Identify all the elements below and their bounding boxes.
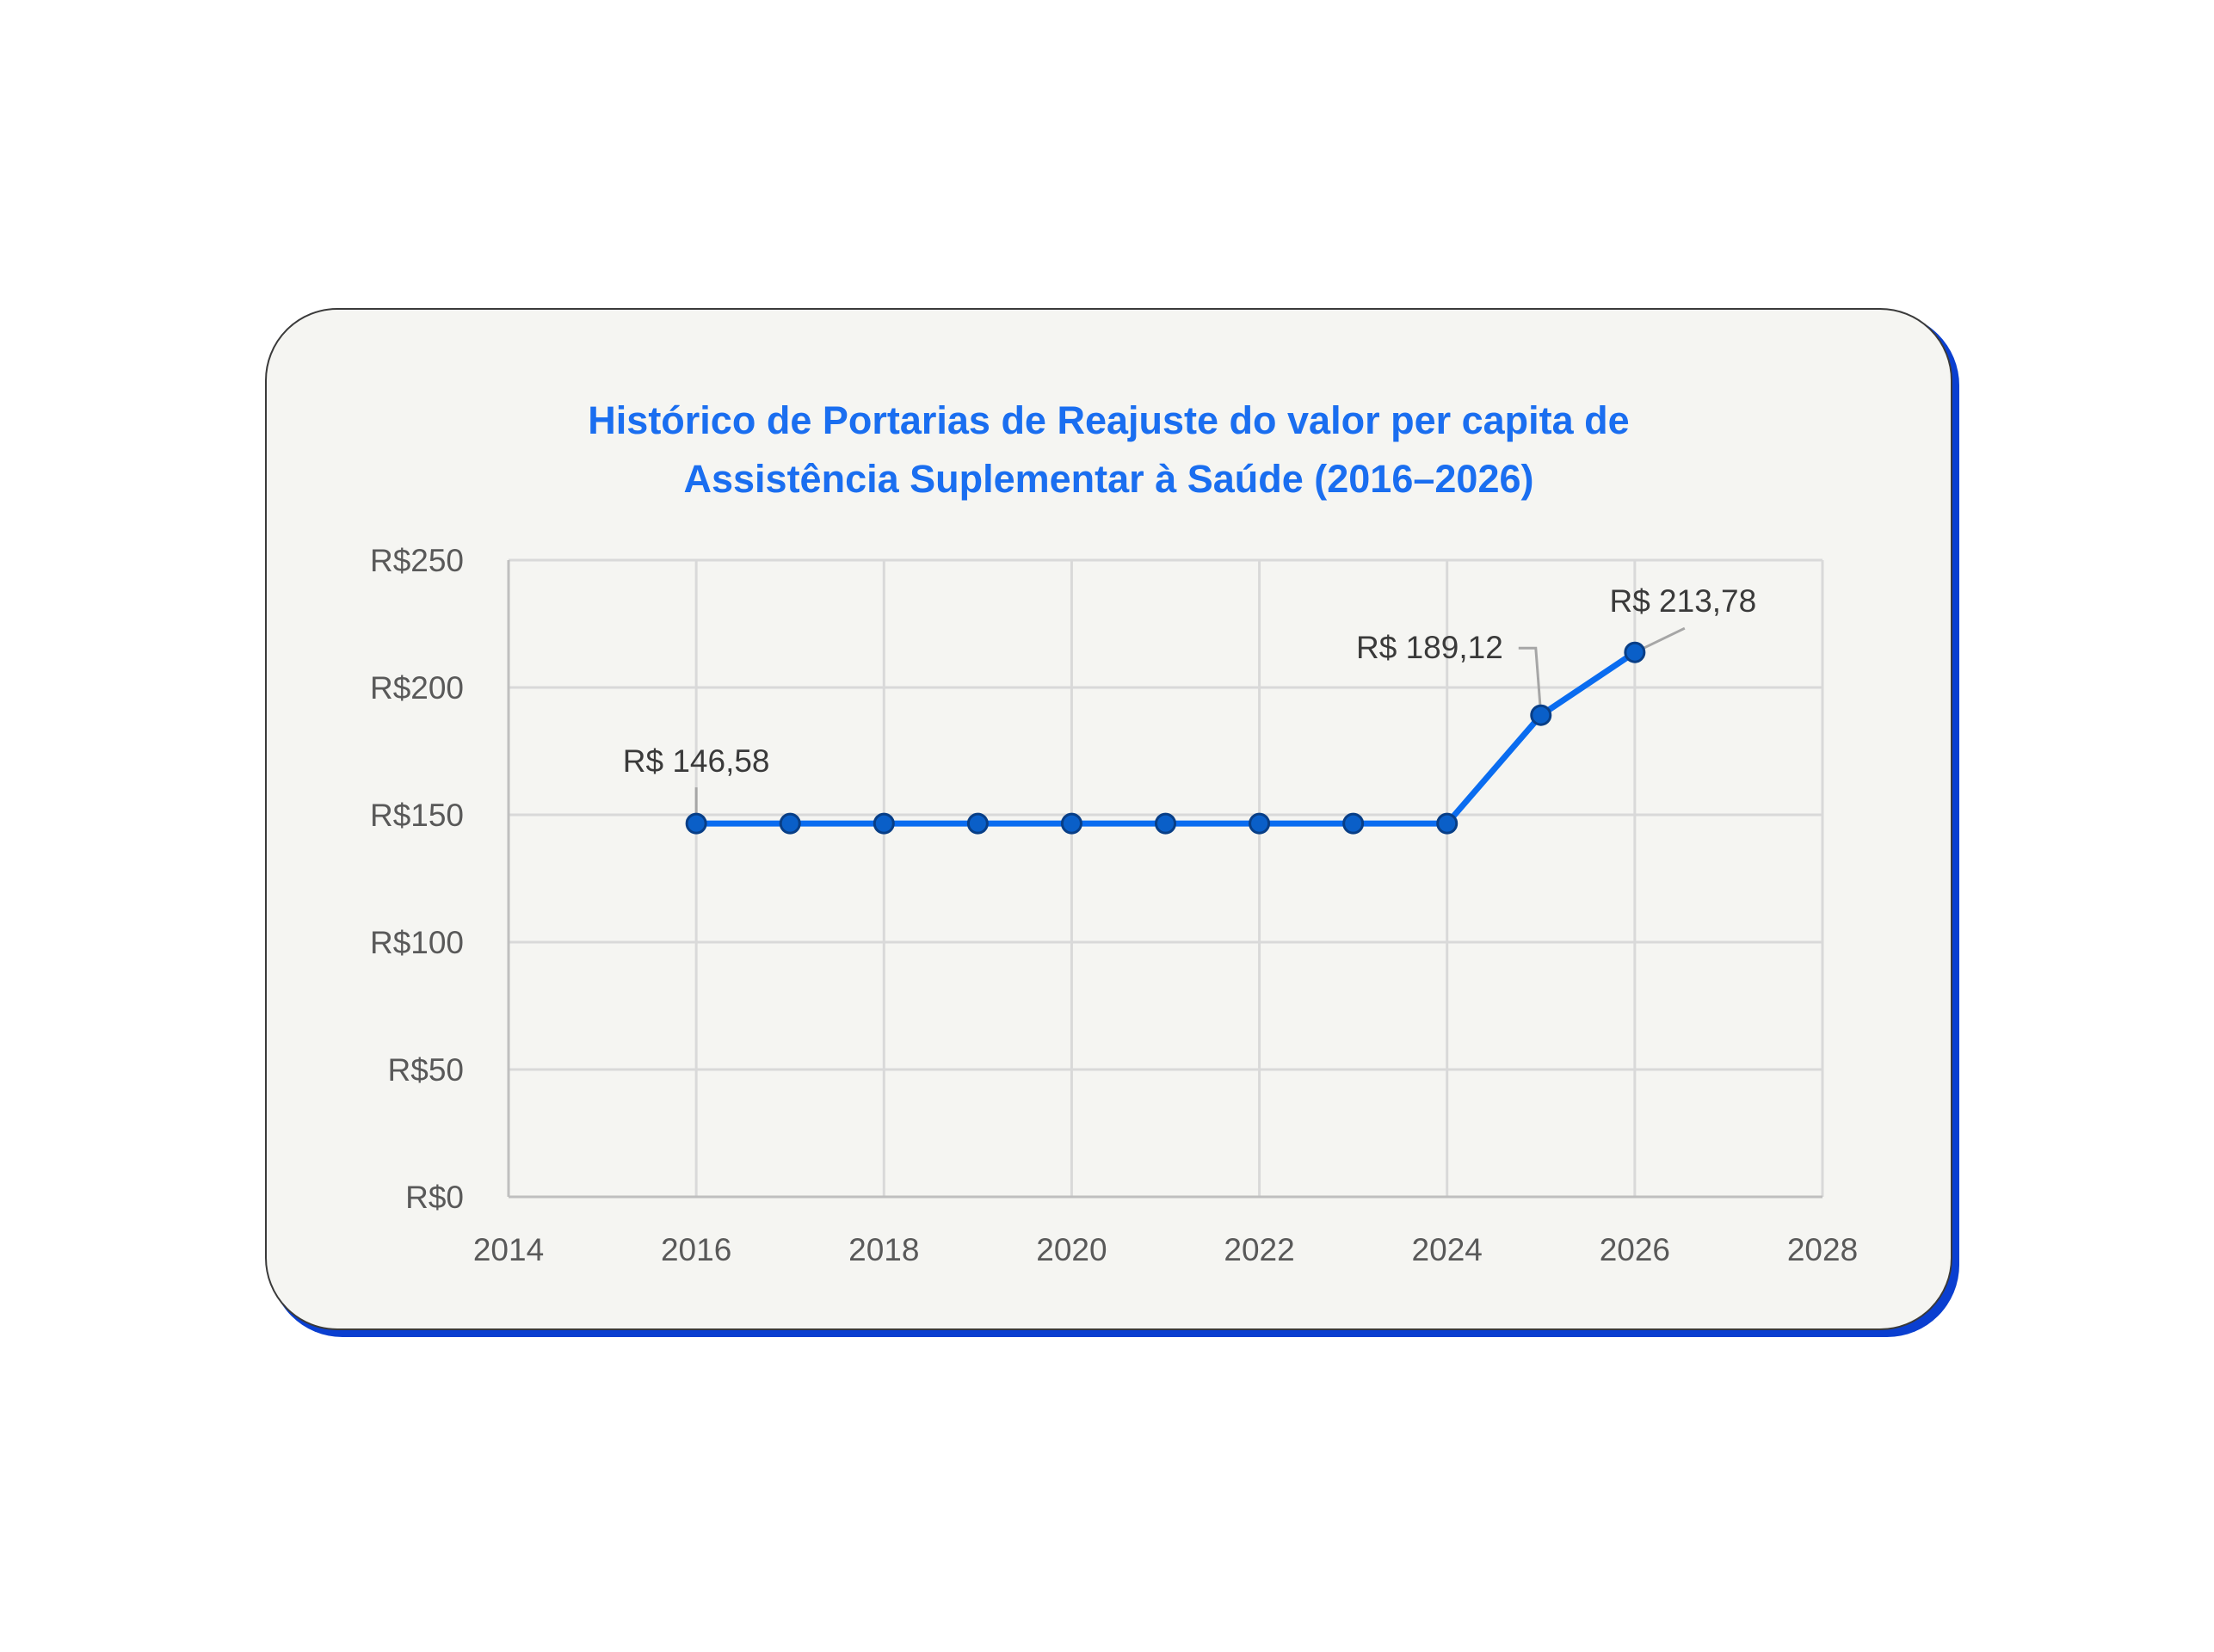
y-tick-label: R$150 (370, 798, 464, 833)
x-tick-label: 2028 (1787, 1232, 1858, 1267)
data-point (779, 812, 801, 835)
data-point (1249, 812, 1271, 835)
x-tick-label: 2014 (473, 1232, 544, 1267)
x-tick-label: 2020 (1036, 1232, 1107, 1267)
series-line (696, 650, 1637, 827)
x-tick-label: 2022 (1224, 1232, 1294, 1267)
x-tick-label: 2026 (1600, 1232, 1670, 1267)
data-point (1060, 812, 1082, 835)
data-label: R$ 213,78 (1609, 583, 1756, 619)
data-label: R$ 146,58 (623, 743, 770, 779)
data-point (1530, 704, 1552, 726)
data-label: R$ 189,12 (1356, 630, 1503, 665)
x-tick-label: 2018 (848, 1232, 919, 1267)
annotation-leader-line (1518, 646, 1543, 716)
y-tick-label: R$50 (388, 1052, 464, 1088)
data-point (873, 812, 895, 835)
y-tick-label: R$250 (370, 543, 464, 578)
data-point (1436, 812, 1459, 835)
chart-title: Histórico de Portarias de Reajuste do va… (265, 391, 1952, 509)
chart-title-line-2: Assistência Suplementar à Saúde (2016–20… (683, 457, 1534, 501)
data-point (1342, 812, 1365, 835)
y-tick-label: R$100 (370, 925, 464, 960)
y-tick-label: R$0 (405, 1180, 464, 1215)
chart-title-line-1: Histórico de Portarias de Reajuste do va… (588, 398, 1630, 442)
chart-card (265, 308, 1952, 1330)
data-point (685, 812, 707, 835)
data-point (1155, 812, 1176, 835)
data-point (1624, 641, 1646, 663)
x-tick-label: 2016 (661, 1232, 731, 1267)
x-tick-label: 2024 (1412, 1232, 1483, 1267)
data-point (966, 812, 989, 835)
y-tick-label: R$200 (370, 670, 464, 706)
